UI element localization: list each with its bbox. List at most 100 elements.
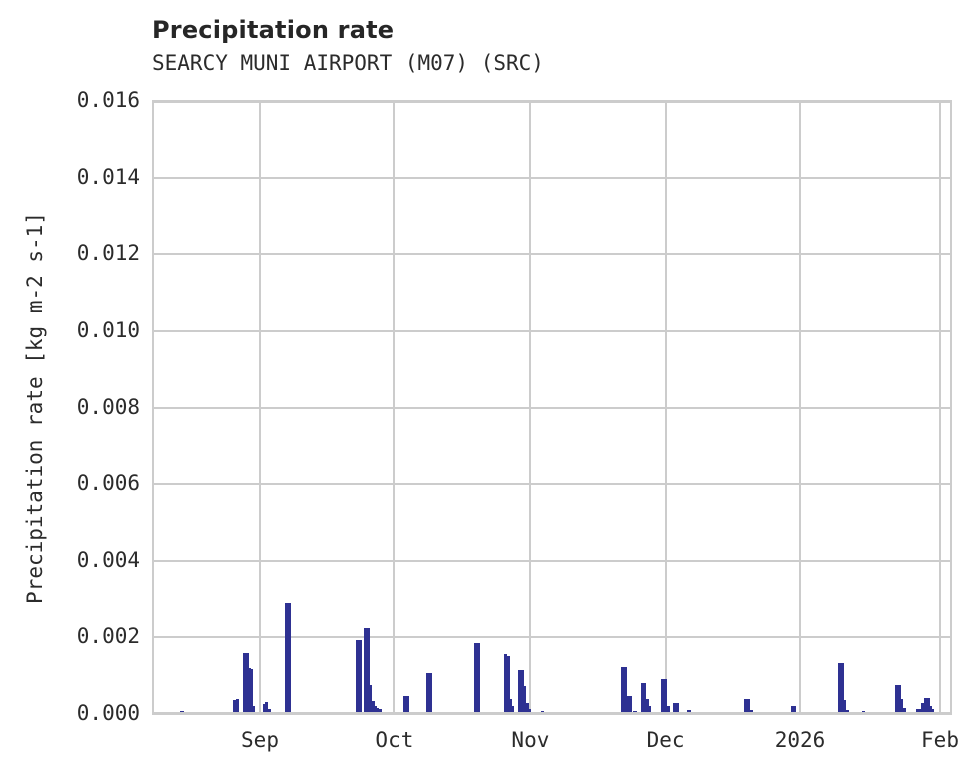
bar: [746, 698, 751, 714]
x-tick-label: Feb: [921, 728, 959, 752]
bar: [899, 698, 903, 714]
bar: [645, 698, 649, 714]
bar: [643, 682, 647, 714]
bar: [428, 673, 433, 714]
gridline-vertical: [939, 101, 941, 714]
bar: [840, 663, 844, 714]
bar: [379, 709, 383, 714]
y-tick-label: 0.002: [76, 624, 140, 648]
plot-border-left: [152, 101, 154, 714]
bar: [476, 643, 481, 714]
bar: [623, 667, 627, 714]
bar: [368, 685, 373, 714]
bar: [371, 700, 375, 714]
bar: [837, 663, 842, 714]
bar: [792, 705, 797, 714]
gridline-horizontal: [152, 330, 952, 332]
bar: [523, 686, 527, 714]
bar: [506, 655, 510, 714]
bar: [626, 695, 630, 714]
gridline-horizontal: [152, 177, 952, 179]
bar: [518, 669, 522, 714]
bar: [894, 684, 899, 714]
gridline-vertical: [259, 101, 261, 714]
bar: [790, 705, 794, 714]
chart-title: Precipitation rate: [152, 16, 395, 44]
bar: [842, 700, 847, 714]
gridline-horizontal: [152, 713, 952, 715]
bar: [426, 673, 430, 714]
bar: [661, 678, 665, 714]
x-tick-label: Dec: [646, 728, 685, 752]
bar: [474, 643, 478, 714]
gridline-horizontal: [152, 636, 952, 638]
gridline-horizontal: [152, 560, 952, 562]
gridline-vertical: [529, 101, 531, 714]
plot-border-right: [950, 101, 952, 714]
bar: [503, 654, 507, 714]
y-tick-label: 0.008: [76, 395, 140, 419]
chart-subtitle: SEARCY MUNI AIRPORT (M07) (SRC): [152, 51, 544, 75]
bar: [640, 682, 645, 714]
bar: [232, 700, 237, 714]
bar: [376, 707, 380, 714]
bar: [916, 709, 920, 714]
bar: [675, 702, 679, 714]
gridline-horizontal: [152, 483, 952, 485]
bar: [287, 602, 291, 714]
y-tick-label: 0.004: [76, 548, 140, 572]
x-tick-label: 2026: [774, 728, 826, 752]
bar: [628, 695, 633, 714]
bar: [262, 704, 266, 714]
y-tick-label: 0.012: [76, 241, 140, 265]
bar: [897, 684, 901, 714]
bar: [508, 698, 513, 714]
bar: [647, 705, 652, 714]
bar: [364, 627, 368, 714]
gridline-horizontal: [152, 407, 952, 409]
bar: [926, 697, 930, 714]
bar: [358, 640, 362, 714]
bar: [251, 705, 256, 714]
gridline-vertical: [799, 101, 801, 714]
y-tick-label: 0.016: [76, 88, 140, 112]
bar: [744, 698, 748, 714]
bar: [267, 708, 271, 714]
gridline-vertical: [665, 101, 667, 714]
bar: [235, 698, 239, 714]
gridline-horizontal: [152, 253, 952, 255]
bar: [264, 702, 269, 714]
bar: [921, 702, 925, 714]
bar: [284, 602, 289, 714]
bar: [355, 640, 360, 714]
bar: [249, 668, 253, 714]
bar: [511, 705, 515, 714]
bar: [931, 709, 935, 714]
bar: [403, 696, 407, 714]
bar: [672, 702, 677, 714]
bar: [527, 709, 532, 714]
y-tick-label: 0.000: [76, 701, 140, 725]
bar: [918, 708, 923, 714]
bar-series-precipitation-rate: [152, 101, 952, 714]
bar: [928, 706, 933, 714]
bar: [525, 703, 529, 714]
bar: [663, 678, 668, 714]
bar: [373, 705, 377, 714]
bar: [620, 667, 625, 714]
y-tick-label: 0.010: [76, 318, 140, 342]
x-tick-label: Oct: [375, 728, 414, 752]
bar: [902, 708, 906, 714]
x-tick-label: Sep: [241, 728, 279, 752]
plot-border-bottom: [152, 712, 952, 714]
x-tick-label: Nov: [511, 728, 550, 752]
bar: [405, 696, 410, 714]
y-tick-label: 0.006: [76, 471, 140, 495]
bar: [247, 668, 251, 714]
plot-area: [152, 100, 952, 715]
plot-border-top: [152, 101, 952, 103]
bar: [666, 706, 670, 714]
gridline-vertical: [393, 101, 395, 714]
y-tick-label: 0.014: [76, 165, 140, 189]
